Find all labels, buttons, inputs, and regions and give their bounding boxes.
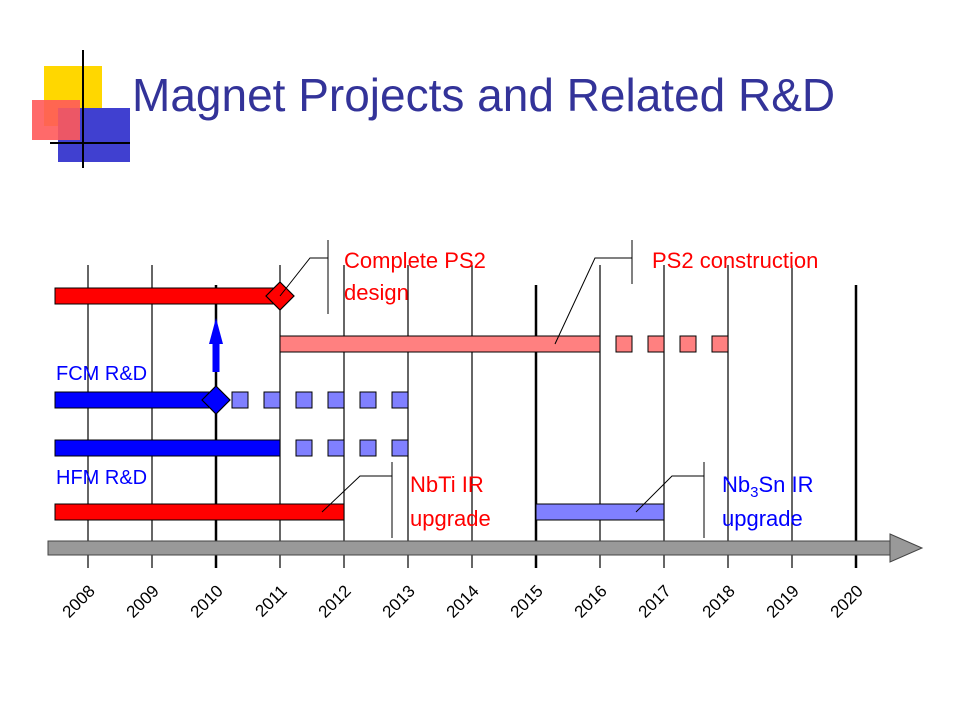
timeline-bars	[54, 287, 729, 521]
dash-ps2_construction-2	[679, 335, 697, 353]
row-label-fcm-rd: FCM R&D	[56, 363, 147, 385]
callout-pointer-nb3sn	[635, 475, 704, 513]
logo-red-square	[32, 100, 80, 140]
year-label-2011: 2011	[252, 581, 291, 620]
callout-complete-ps2-line1: Complete PS2	[344, 248, 486, 273]
row-label-hfm-rd: HFM R&D	[56, 467, 147, 489]
year-label-2019: 2019	[763, 581, 803, 621]
up-arrow-head	[209, 318, 223, 344]
callout-pointer-nbti	[321, 475, 392, 513]
bar-fcm_rd	[54, 391, 217, 409]
milestone-diamond-fcm_rd	[201, 385, 231, 415]
year-label-2009: 2009	[123, 581, 163, 621]
year-label-2010: 2010	[187, 581, 227, 621]
dash-fcm_rd-4	[359, 391, 377, 409]
dash-fcm_rd-1	[263, 391, 281, 409]
dash-hfm_rd-1	[327, 439, 345, 457]
year-label-2013: 2013	[379, 581, 419, 621]
callout-nb3sn-line1: Nb3Sn IR	[722, 472, 814, 501]
callout-complete-ps2-line2: design	[344, 280, 409, 305]
slide-logo-icon	[32, 50, 130, 168]
callout-nbti-line2: upgrade	[410, 506, 491, 531]
year-label-2008: 2008	[59, 581, 99, 621]
year-label-2017: 2017	[635, 581, 675, 621]
bar-hfm_rd	[54, 439, 281, 457]
callout-pointer-complete-ps2	[279, 257, 328, 297]
milestone-markers	[201, 281, 295, 415]
dash-hfm_rd-0	[295, 439, 313, 457]
slide-title: Magnet Projects and Related R&D	[132, 69, 836, 121]
row-labels: FCM R&D HFM R&D	[56, 363, 147, 489]
callout-pointer-ps2-construction	[554, 257, 632, 345]
year-label-2015: 2015	[507, 581, 547, 621]
time-axis-arrowhead	[889, 533, 924, 563]
year-label-2018: 2018	[699, 581, 739, 621]
bar-ps2_construction	[279, 335, 601, 353]
dash-ps2_construction-3	[711, 335, 729, 353]
callout-ps2-construction-line1: PS2 construction	[652, 248, 818, 273]
dash-hfm_rd-2	[359, 439, 377, 457]
bar-nb3sn_ir	[535, 503, 665, 521]
dash-fcm_rd-2	[295, 391, 313, 409]
time-axis-shaft	[47, 540, 893, 556]
callout-nb3sn-line2: upgrade	[722, 506, 803, 531]
dash-hfm_rd-3	[391, 439, 409, 457]
callouts: Complete PS2 design PS2 construction NbTi I…	[279, 240, 818, 538]
year-label-2012: 2012	[315, 581, 355, 621]
bar-nbti_ir	[54, 503, 345, 521]
dash-ps2_construction-0	[615, 335, 633, 353]
dash-ps2_construction-1	[647, 335, 665, 353]
year-label-2020: 2020	[827, 581, 867, 621]
dash-fcm_rd-0	[231, 391, 249, 409]
dash-fcm_rd-5	[391, 391, 409, 409]
callout-nbti-line1: NbTi IR	[410, 472, 484, 497]
dash-fcm_rd-3	[327, 391, 345, 409]
timeline-axis: 2008 2009 2010 2011 2012 2013 2014 2015 2016 2017…	[47, 533, 924, 622]
year-label-2016: 2016	[571, 581, 611, 621]
bar-ps2_design	[54, 287, 281, 305]
year-label-2014: 2014	[443, 581, 483, 621]
